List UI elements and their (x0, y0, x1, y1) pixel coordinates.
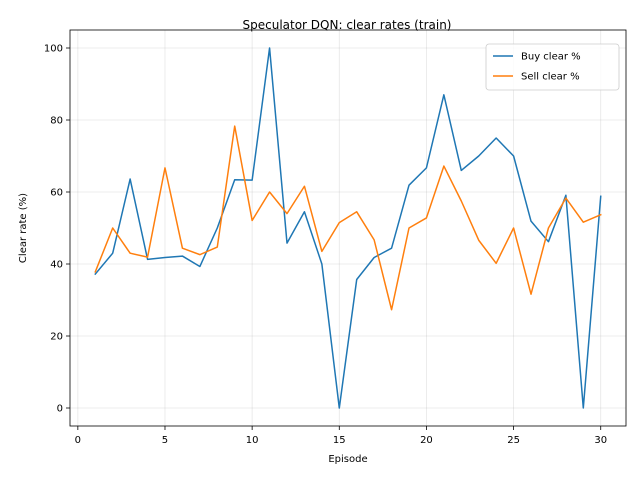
y-tick-label: 20 (50, 332, 63, 343)
series-layer (94, 47, 602, 409)
x-tick-label: 10 (246, 435, 259, 446)
x-tick-label: 20 (420, 435, 433, 446)
series-line-buy (94, 47, 602, 409)
x-tick-label: 0 (75, 435, 81, 446)
chart-title: Speculator DQN: clear rates (train) (243, 18, 452, 32)
y-axis: 0 20 40 60 80 100 (44, 44, 70, 415)
legend: Buy clear % Sell clear % (485, 43, 620, 91)
x-axis: 0 5 10 15 20 25 30 (75, 426, 607, 446)
x-tick-label: 15 (333, 435, 346, 446)
y-tick-label: 80 (50, 116, 63, 127)
legend-box (485, 43, 620, 91)
legend-label: Sell clear % (521, 72, 580, 83)
y-tick-label: 40 (50, 260, 63, 271)
y-tick-label: 0 (57, 404, 63, 415)
series-line-sell (94, 125, 602, 311)
legend-label: Buy clear % (521, 52, 581, 63)
x-tick-label: 30 (594, 435, 607, 446)
y-tick-label: 100 (44, 44, 63, 55)
x-tick-label: 25 (507, 435, 520, 446)
y-tick-label: 60 (50, 188, 63, 199)
plot-area-frame (69, 29, 627, 427)
x-axis-label: Episode (328, 454, 367, 465)
x-tick-label: 5 (162, 435, 168, 446)
y-axis-label: Clear rate (%) (18, 193, 29, 263)
